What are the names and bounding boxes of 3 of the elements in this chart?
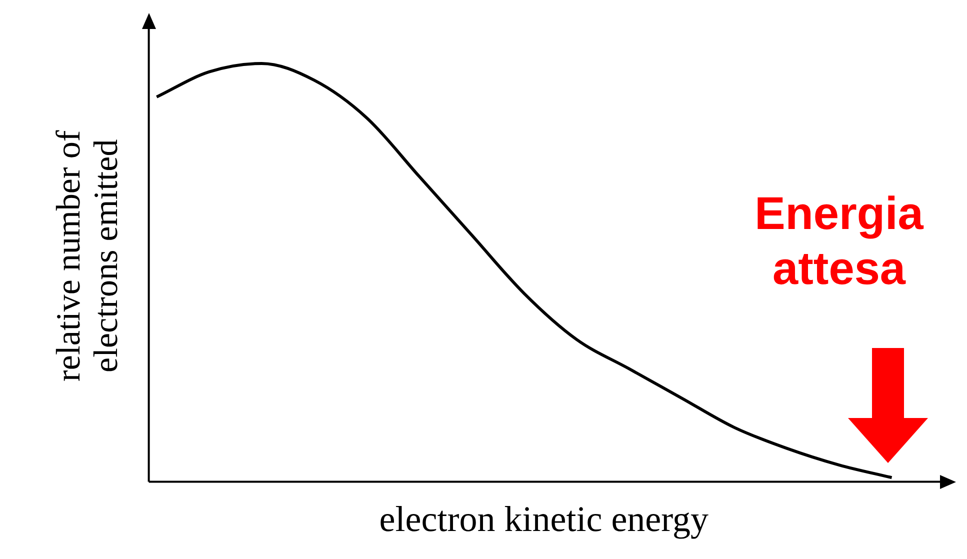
- x-axis-title: electron kinetic energy: [379, 498, 708, 539]
- y-axis-title: relative number of electrons emitted: [50, 130, 126, 382]
- annotation: Energia attesa: [754, 186, 925, 296]
